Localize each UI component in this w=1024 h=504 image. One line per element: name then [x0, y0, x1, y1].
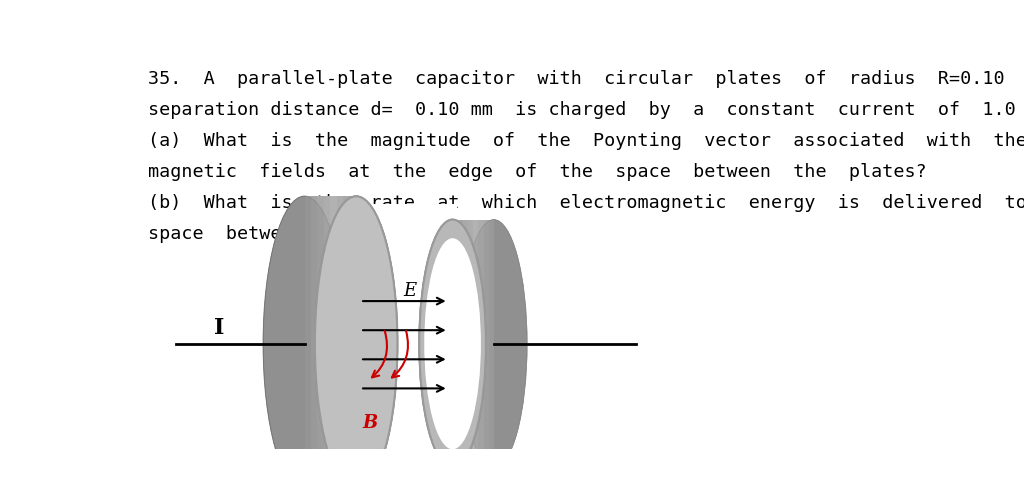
- Text: E: E: [403, 282, 417, 300]
- Bar: [337, 197, 343, 491]
- Bar: [453, 220, 494, 468]
- Bar: [331, 197, 337, 491]
- Bar: [478, 220, 483, 468]
- Bar: [317, 197, 324, 491]
- Text: (a)  What  is  the  magnitude  of  the  Poynting  vector  associated  with  the : (a) What is the magnitude of the Poyntin…: [147, 132, 1024, 150]
- Bar: [304, 197, 356, 491]
- Bar: [453, 220, 458, 468]
- Text: B: B: [362, 414, 378, 432]
- Bar: [468, 220, 473, 468]
- Bar: [343, 197, 463, 491]
- Bar: [311, 197, 317, 491]
- Ellipse shape: [315, 197, 397, 491]
- Ellipse shape: [263, 197, 346, 491]
- Bar: [343, 197, 350, 491]
- Text: magnetic  fields  at  the  edge  of  the  space  between  the  plates?: magnetic fields at the edge of the space…: [147, 163, 927, 181]
- Bar: [350, 197, 356, 491]
- Ellipse shape: [419, 220, 486, 468]
- Bar: [304, 197, 356, 491]
- Text: I: I: [214, 317, 224, 339]
- Text: 35.  A  parallel-plate  capacitor  with  circular  plates  of  radius  R=0.10  m: 35. A parallel-plate capacitor with circ…: [147, 70, 1024, 88]
- Bar: [453, 220, 494, 468]
- Ellipse shape: [424, 238, 481, 450]
- Bar: [352, 204, 457, 483]
- Bar: [324, 197, 331, 491]
- Text: (b)  What  is  the  rate  at  which  electromagnetic  energy  is  delivered  to : (b) What is the rate at which electromag…: [147, 195, 1024, 212]
- Bar: [473, 220, 478, 468]
- Bar: [488, 220, 494, 468]
- Ellipse shape: [461, 220, 527, 468]
- Ellipse shape: [419, 220, 486, 468]
- Bar: [458, 220, 463, 468]
- Text: separation distance d=  0.10 mm  is charged  by  a  constant  current  of  1.0  : separation distance d= 0.10 mm is charge…: [147, 101, 1024, 119]
- Ellipse shape: [263, 197, 346, 491]
- Ellipse shape: [315, 197, 397, 491]
- Ellipse shape: [315, 197, 397, 491]
- Bar: [463, 220, 468, 468]
- Bar: [304, 197, 311, 491]
- Ellipse shape: [419, 220, 486, 468]
- Bar: [483, 220, 488, 468]
- Text: space  between  the  plates?: space between the plates?: [147, 225, 460, 243]
- Bar: [356, 204, 453, 484]
